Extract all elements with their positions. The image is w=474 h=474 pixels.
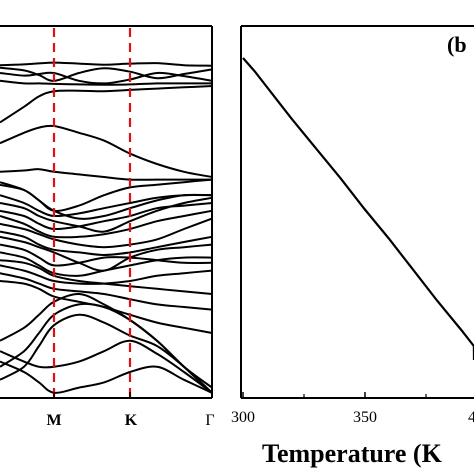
- band-curve-20: [0, 264, 213, 285]
- band-structure-panel: M K Γ: [0, 25, 215, 429]
- band-curve-18: [0, 251, 213, 277]
- x-axis-label: Temperature (K: [262, 439, 443, 468]
- band-curve-17: [0, 243, 213, 267]
- band-curve-9: [0, 183, 213, 220]
- band-curve-12: [0, 202, 213, 231]
- band-curve-3: [0, 71, 213, 85]
- tick-label-350: 350: [353, 409, 377, 426]
- band-curve-25: [0, 313, 213, 394]
- band-curve-15: [0, 230, 213, 257]
- band-curve-14: [0, 217, 213, 249]
- panel-label-b: (b: [447, 32, 467, 57]
- band-curve-26: [0, 339, 213, 394]
- m-tick-label: M: [46, 412, 61, 429]
- band-curve-19: [0, 259, 213, 295]
- gamma-tick-label: Γ: [205, 412, 214, 429]
- temperature-curve: [242, 57, 474, 361]
- band-curve-4: [0, 79, 212, 86]
- band-curve-21: [0, 272, 213, 311]
- temperature-panel: 300 350 4 Temperature (K (b: [231, 25, 474, 468]
- band-curve-6: [0, 124, 213, 178]
- band-curve-13: [0, 209, 213, 239]
- band-curve-27: [0, 360, 213, 394]
- band-curve-5: [0, 85, 213, 124]
- band-curve-2: [0, 66, 213, 82]
- band-curve-7: [0, 168, 212, 181]
- band-curve-10: [0, 194, 213, 218]
- band-curves: [0, 61, 213, 394]
- tick-label-300: 300: [231, 409, 255, 426]
- k-tick-label: K: [125, 412, 138, 429]
- band-curve-24: [0, 302, 213, 394]
- band-curve-16: [0, 235, 213, 272]
- tick-label-400: 4: [468, 409, 474, 426]
- band-curve-1: [0, 61, 213, 67]
